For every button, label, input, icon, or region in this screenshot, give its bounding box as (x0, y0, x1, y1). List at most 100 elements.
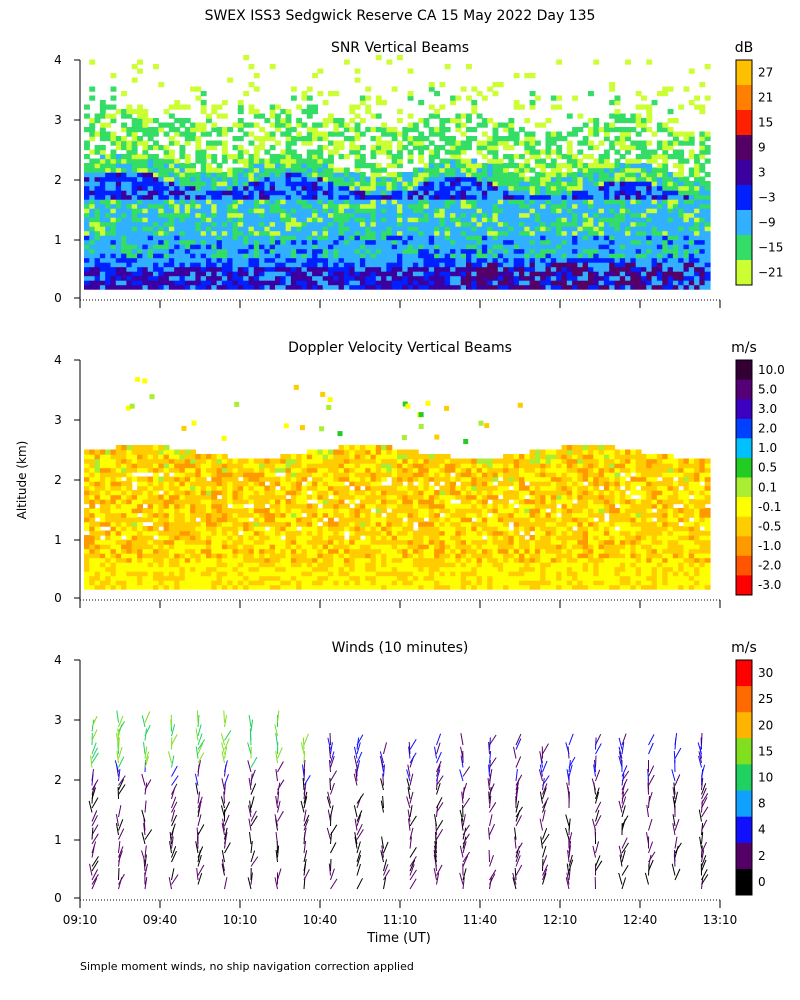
snr-cell (402, 190, 409, 196)
snr-cell (566, 208, 573, 214)
snr-cell (221, 208, 228, 214)
snr-cell (312, 266, 318, 272)
snr-cell (354, 194, 361, 200)
snr-cell (450, 266, 456, 272)
snr-cell (455, 176, 462, 182)
snr-cell (550, 208, 557, 214)
snr-cell (269, 284, 276, 290)
snr-cell (402, 208, 409, 214)
velocity-cell (206, 562, 212, 568)
snr-cell (529, 140, 536, 146)
velocity-cell (89, 580, 96, 586)
snr-cell (513, 284, 520, 290)
snr-cell (296, 275, 303, 281)
snr-cell (184, 284, 191, 290)
snr-cell (466, 253, 472, 259)
snr-cell (529, 212, 536, 218)
snr-cell (460, 181, 467, 187)
snr-cell (354, 284, 361, 290)
snr-cell (635, 280, 642, 286)
snr-cell (481, 140, 488, 146)
snr-cell (354, 280, 361, 286)
snr-cell (566, 185, 573, 191)
snr-cell (328, 113, 334, 119)
snr-cell (280, 217, 287, 223)
snr-cell (248, 122, 255, 128)
snr-cell (428, 86, 435, 92)
snr-cell (603, 199, 610, 205)
snr-cell (184, 118, 191, 124)
snr-cell (402, 248, 409, 254)
snr-cell (572, 158, 578, 164)
snr-cell (381, 149, 387, 155)
snr-cell (609, 82, 616, 88)
snr-cell (540, 172, 547, 178)
snr-cell (556, 221, 563, 227)
snr-cell (609, 127, 616, 133)
snr-cell (407, 203, 414, 209)
velocity-cell (110, 553, 117, 559)
snr-cell (588, 181, 594, 187)
snr-cell (301, 208, 308, 214)
snr-cell (163, 253, 170, 259)
snr-cell (179, 244, 186, 250)
snr-cell (619, 253, 626, 259)
snr-cell (540, 221, 547, 227)
snr-cell (704, 217, 711, 223)
snr-cell (211, 127, 218, 133)
snr-cell (524, 131, 531, 137)
snr-cell (508, 271, 515, 277)
snr-cell (115, 208, 122, 214)
snr-cell (322, 194, 329, 200)
snr-cell (312, 217, 318, 223)
velocity-cell (105, 490, 112, 496)
velocity-cell (163, 553, 170, 559)
snr-cell (174, 275, 181, 281)
snr-cell (243, 230, 250, 236)
snr-cell (609, 140, 616, 146)
velocity-cell (94, 449, 101, 455)
snr-cell (301, 226, 308, 232)
velocity-cell (179, 463, 186, 469)
snr-cell (402, 203, 409, 209)
snr-cell (317, 262, 324, 268)
snr-cell (407, 122, 414, 128)
snr-cell (354, 217, 361, 223)
velocity-cell (121, 485, 127, 491)
snr-cell (264, 203, 271, 209)
snr-cell (211, 199, 218, 205)
colorbar-tick-label: 27 (758, 66, 773, 80)
snr-cell (428, 262, 435, 268)
snr-cell (471, 217, 478, 223)
snr-cell (195, 208, 202, 214)
snr-cell (370, 199, 377, 205)
snr-cell (529, 284, 536, 290)
snr-cell (174, 212, 181, 218)
velocity-cell (206, 503, 212, 509)
snr-cell (434, 131, 440, 137)
snr-cell (476, 239, 483, 245)
snr-cell (614, 257, 621, 263)
snr-cell (513, 100, 520, 106)
snr-cell (349, 217, 356, 223)
snr-cell (206, 212, 212, 218)
velocity-cell (190, 521, 196, 527)
snr-cell (444, 167, 451, 173)
snr-cell (439, 230, 446, 236)
snr-cell (89, 59, 96, 65)
snr-cell (656, 266, 663, 272)
snr-cell (529, 271, 536, 277)
snr-cell (423, 122, 430, 128)
snr-cell (434, 190, 440, 196)
snr-cell (147, 208, 154, 214)
snr-cell (153, 203, 159, 209)
snr-cell (354, 127, 361, 133)
snr-cell (359, 221, 366, 227)
snr-cell (572, 226, 578, 232)
snr-cell (694, 221, 700, 227)
snr-cell (476, 253, 483, 259)
snr-cell (683, 226, 690, 232)
snr-cell (386, 185, 393, 191)
snr-cell (540, 262, 547, 268)
snr-cell (317, 145, 324, 151)
